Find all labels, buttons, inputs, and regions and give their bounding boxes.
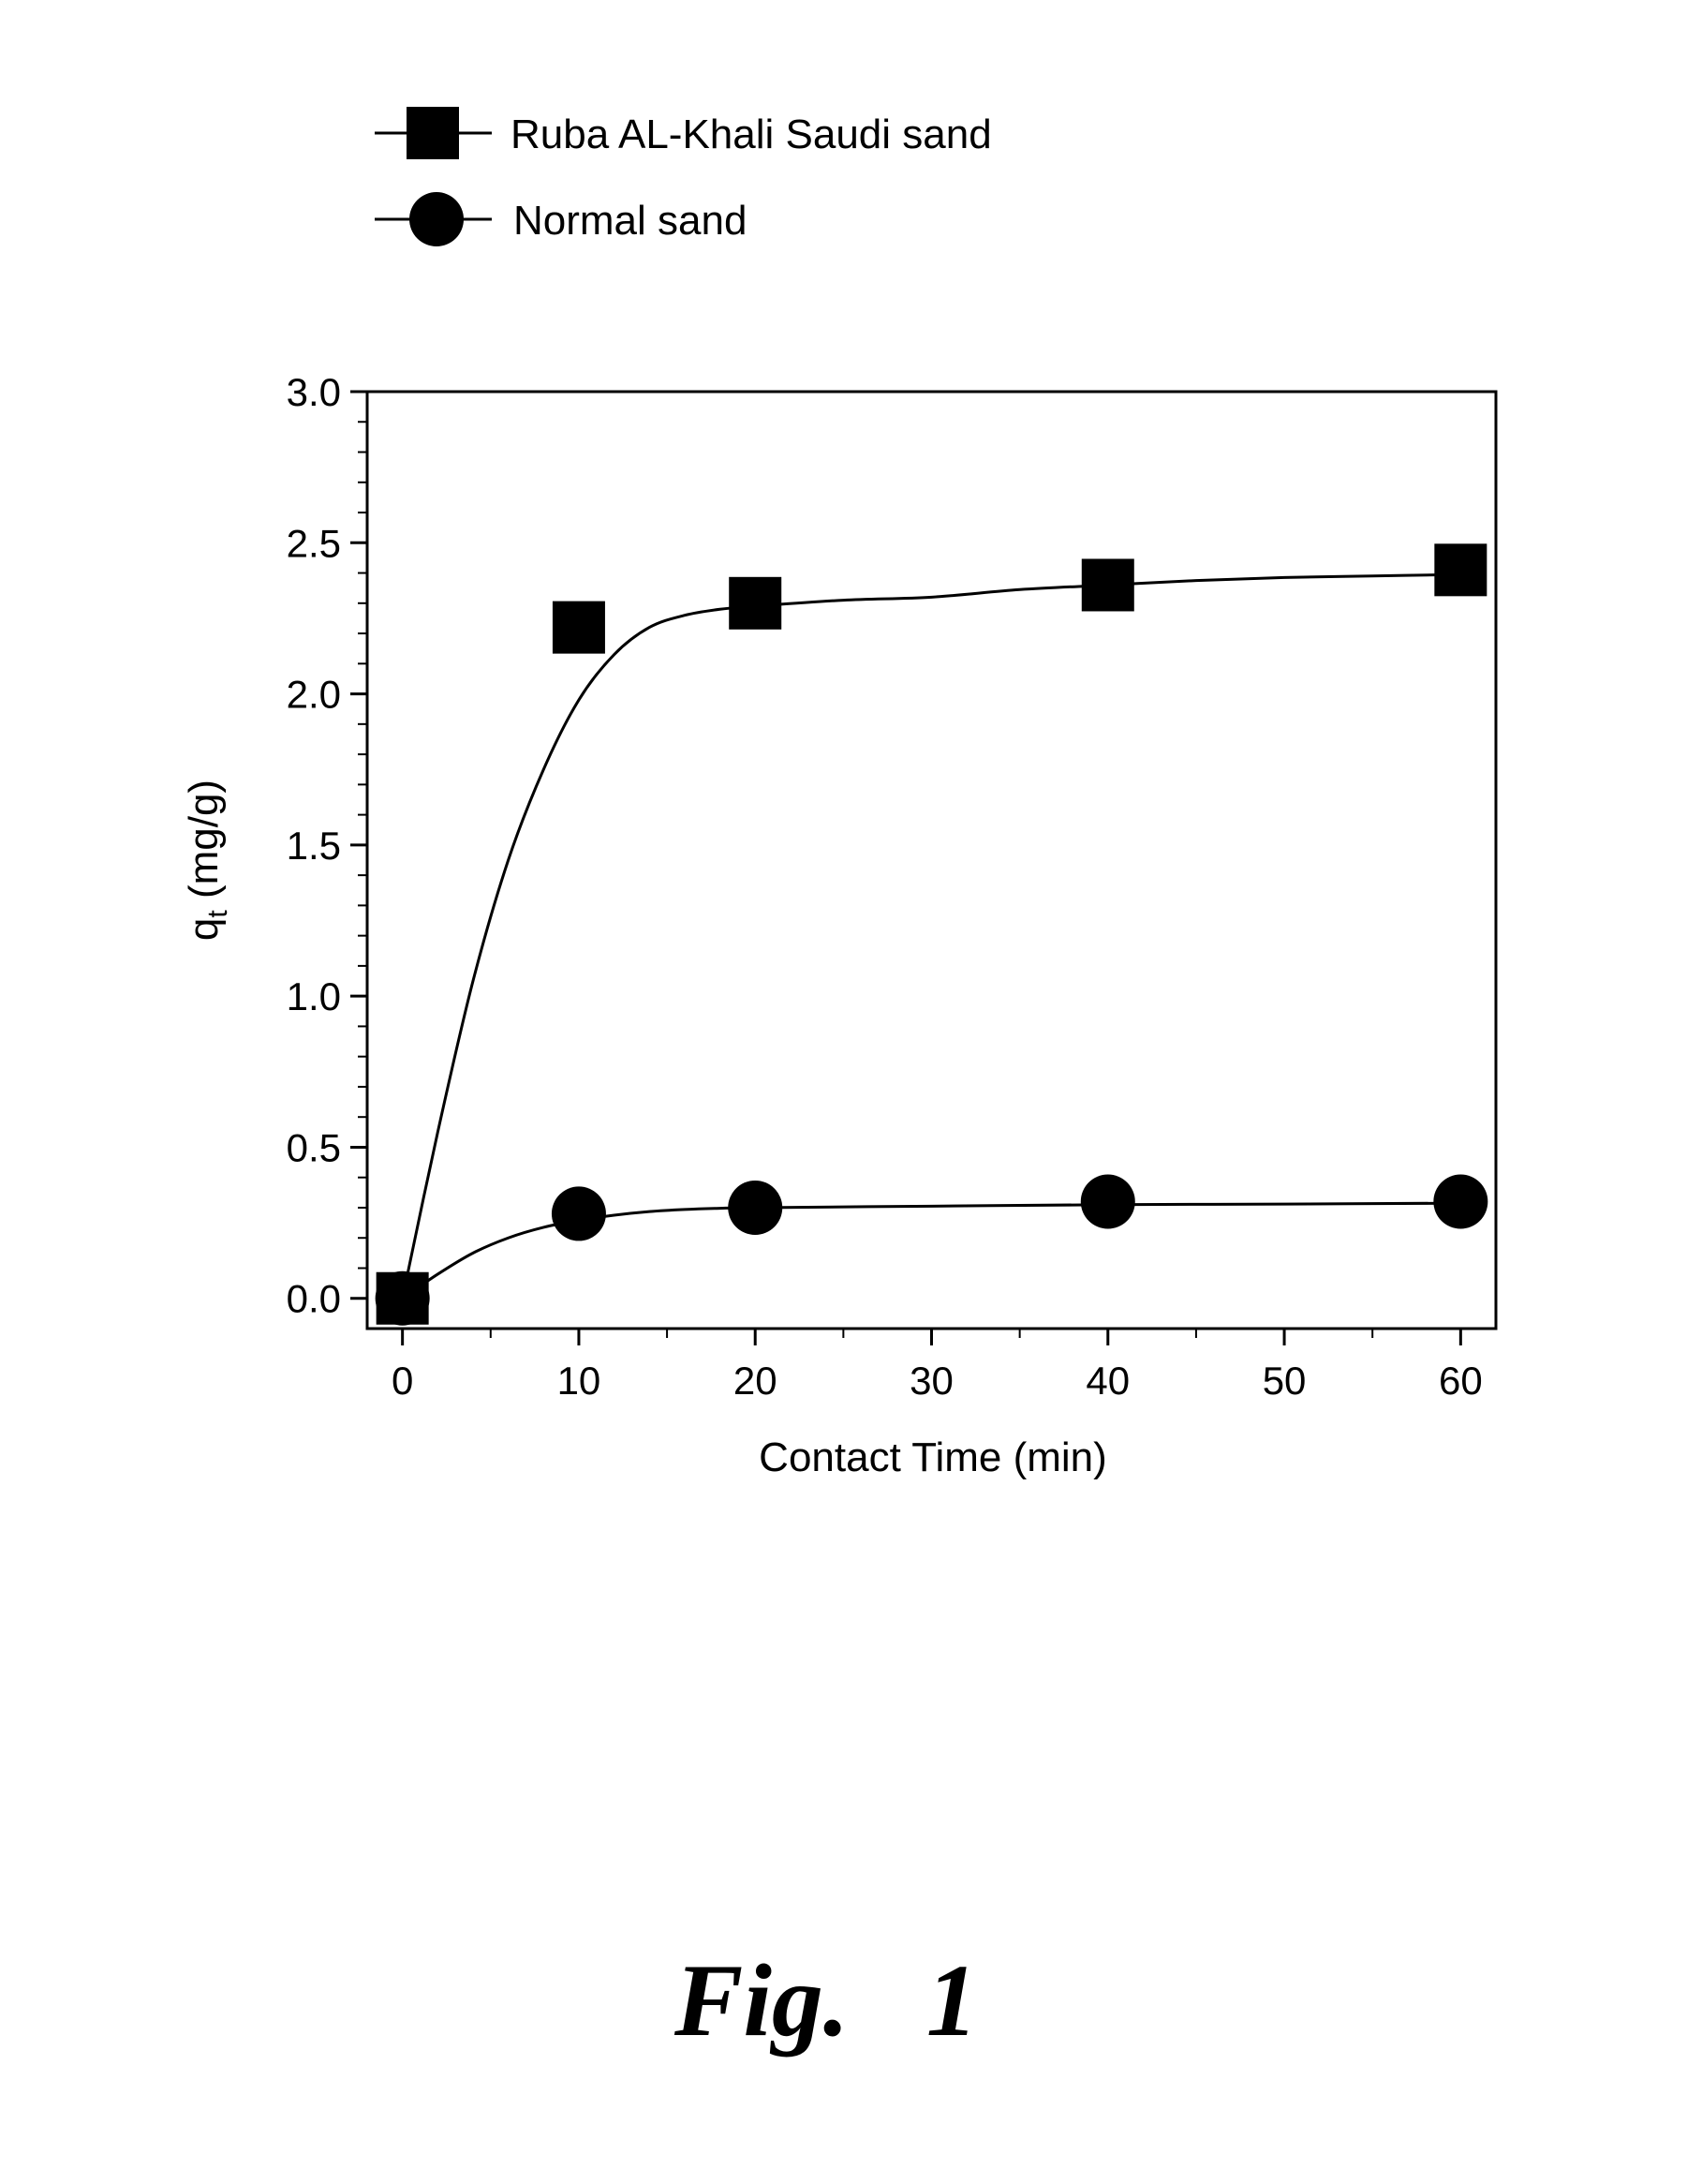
fit-line-series-0 bbox=[403, 574, 1461, 1299]
x-tick-label-0: 0 bbox=[392, 1359, 413, 1403]
square-marker-4 bbox=[1434, 543, 1487, 596]
legend-marker-ruba bbox=[407, 107, 459, 159]
x-tick-label-4: 40 bbox=[1086, 1359, 1130, 1403]
circle-marker-0 bbox=[376, 1271, 430, 1326]
x-tick-label-3: 30 bbox=[910, 1359, 954, 1403]
y-tick-label-4: 2.0 bbox=[287, 673, 341, 717]
y-axis-label-symbol: q bbox=[181, 918, 227, 941]
legend-marker-normal bbox=[409, 192, 464, 246]
x-tick-label-5: 50 bbox=[1263, 1359, 1307, 1403]
legend-label-normal: Normal sand bbox=[513, 198, 747, 244]
fit-lines bbox=[403, 574, 1461, 1299]
circle-marker-1 bbox=[552, 1186, 606, 1241]
x-tick-label-1: 10 bbox=[557, 1359, 601, 1403]
y-tick-label-5: 2.5 bbox=[287, 521, 341, 565]
y-tick-label-1: 0.5 bbox=[287, 1125, 341, 1169]
x-tick-label-6: 60 bbox=[1439, 1359, 1483, 1403]
circle-marker-3 bbox=[1081, 1175, 1135, 1229]
y-tick-label-6: 3.0 bbox=[287, 370, 341, 414]
y-tick-label-3: 1.5 bbox=[287, 824, 341, 868]
y-tick-label-2: 1.0 bbox=[287, 974, 341, 1018]
legend-label-ruba: Ruba AL-Khali Saudi sand bbox=[511, 111, 992, 157]
legend-item-normal: Normal sand bbox=[375, 192, 747, 246]
square-marker-1 bbox=[553, 602, 605, 654]
y-tick-label-0: 0.0 bbox=[287, 1277, 341, 1321]
circle-marker-2 bbox=[728, 1181, 782, 1235]
figure-caption: Fig. 1 bbox=[673, 1943, 978, 2058]
legend-item-ruba: Ruba AL-Khali Saudi sand bbox=[375, 107, 992, 159]
plot-frame bbox=[367, 392, 1496, 1329]
y-axis-label-unit: (mg/g) bbox=[181, 780, 227, 910]
legend: Ruba AL-Khali Saudi sand Normal sand bbox=[375, 107, 992, 246]
y-axis: 0.0 0.5 1.0 1.5 2.0 2.5 3.0 bbox=[287, 370, 367, 1321]
square-marker-2 bbox=[729, 577, 781, 630]
circle-marker-4 bbox=[1433, 1175, 1487, 1229]
x-axis: 0 10 20 30 40 50 60 bbox=[392, 1329, 1483, 1403]
y-axis-label: qt (mg/g) bbox=[181, 780, 233, 941]
x-tick-label-2: 20 bbox=[733, 1359, 777, 1403]
data-markers bbox=[376, 543, 1488, 1325]
square-marker-3 bbox=[1082, 558, 1134, 611]
x-axis-label: Contact Time (min) bbox=[759, 1434, 1107, 1480]
